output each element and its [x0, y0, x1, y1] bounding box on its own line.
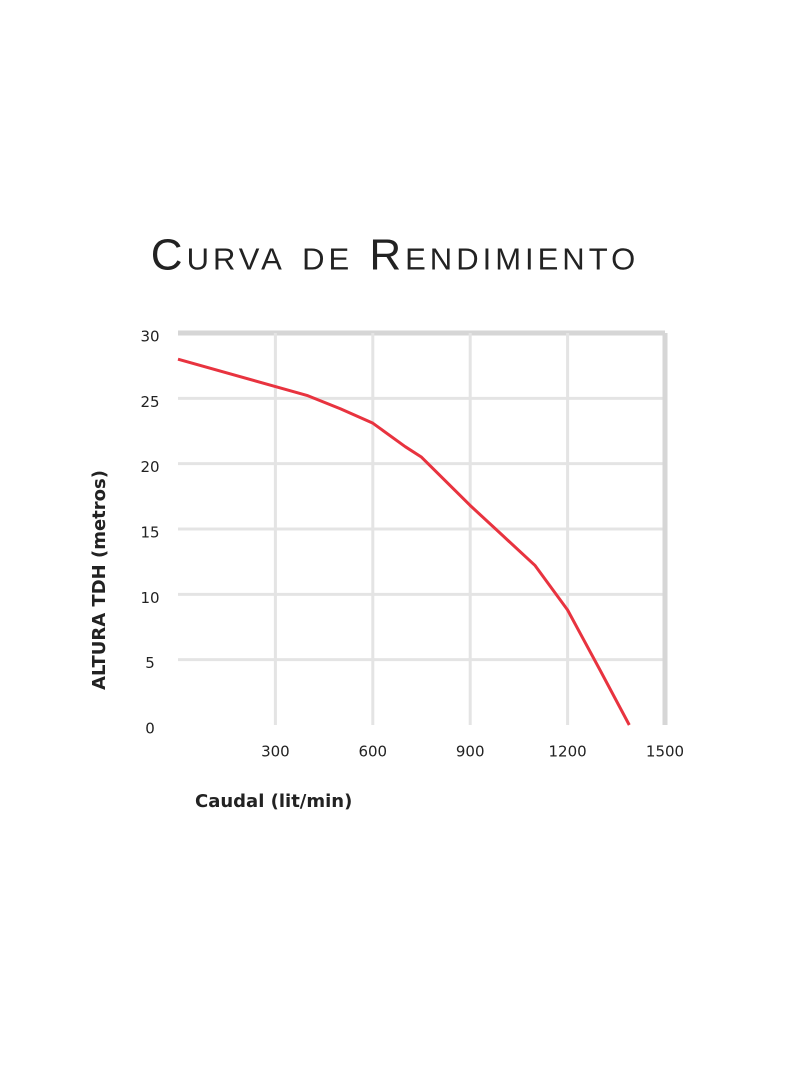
y-tick-label: 0	[145, 720, 155, 738]
x-axis-label: Caudal (lit/min)	[195, 791, 352, 812]
y-tick-label: 20	[140, 458, 159, 476]
x-tick-label: 600	[358, 743, 387, 761]
y-tick-label: 15	[140, 524, 159, 542]
x-tick-label: 300	[261, 743, 290, 761]
line-series	[177, 357, 631, 726]
chart-title: Curva de Rendimiento	[151, 231, 639, 280]
y-tick-label: 10	[140, 589, 159, 607]
y-tick-label: 5	[145, 654, 155, 672]
y-tick-label: 30	[140, 328, 159, 346]
x-tick-label: 1500	[646, 743, 684, 761]
y-tick-label: 25	[140, 393, 159, 411]
x-tick-label: 900	[456, 743, 485, 761]
y-axis-label: ALTURA TDH (metros)	[89, 470, 110, 690]
x-tick-label: 1200	[549, 743, 587, 761]
